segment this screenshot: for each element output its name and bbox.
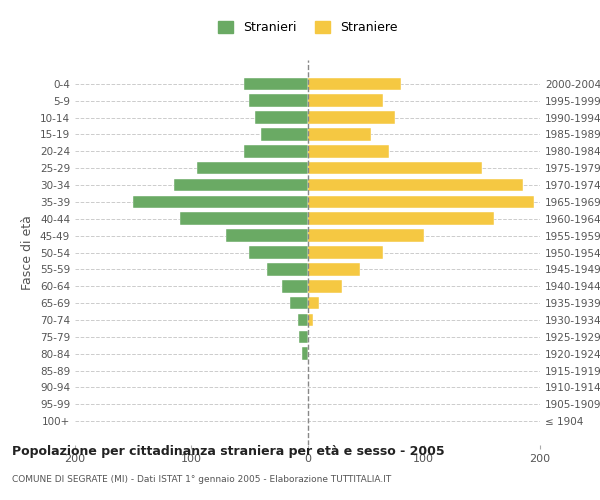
- Bar: [308, 94, 383, 107]
- Bar: [133, 196, 308, 208]
- Bar: [298, 314, 308, 326]
- Bar: [197, 162, 308, 174]
- Bar: [244, 145, 308, 158]
- Bar: [308, 263, 360, 276]
- Bar: [308, 212, 493, 225]
- Bar: [308, 145, 389, 158]
- Bar: [267, 263, 308, 276]
- Bar: [308, 162, 482, 174]
- Bar: [308, 196, 534, 208]
- Text: COMUNE DI SEGRATE (MI) - Dati ISTAT 1° gennaio 2005 - Elaborazione TUTTITALIA.IT: COMUNE DI SEGRATE (MI) - Dati ISTAT 1° g…: [12, 475, 391, 484]
- Text: Popolazione per cittadinanza straniera per età e sesso - 2005: Popolazione per cittadinanza straniera p…: [12, 445, 445, 458]
- Bar: [250, 246, 308, 259]
- Bar: [308, 314, 313, 326]
- Bar: [290, 297, 308, 310]
- Bar: [308, 246, 383, 259]
- Y-axis label: Fasce di età: Fasce di età: [22, 215, 34, 290]
- Bar: [261, 128, 308, 141]
- Bar: [179, 212, 308, 225]
- Bar: [302, 348, 308, 360]
- Bar: [244, 78, 308, 90]
- Bar: [308, 230, 424, 242]
- Bar: [174, 178, 308, 192]
- Legend: Stranieri, Straniere: Stranieri, Straniere: [212, 16, 403, 39]
- Bar: [308, 280, 343, 292]
- Bar: [282, 280, 308, 292]
- Bar: [250, 94, 308, 107]
- Bar: [299, 330, 308, 343]
- Bar: [255, 111, 308, 124]
- Bar: [226, 230, 308, 242]
- Bar: [308, 128, 371, 141]
- Bar: [308, 178, 523, 192]
- Bar: [308, 78, 401, 90]
- Bar: [308, 297, 319, 310]
- Bar: [308, 111, 395, 124]
